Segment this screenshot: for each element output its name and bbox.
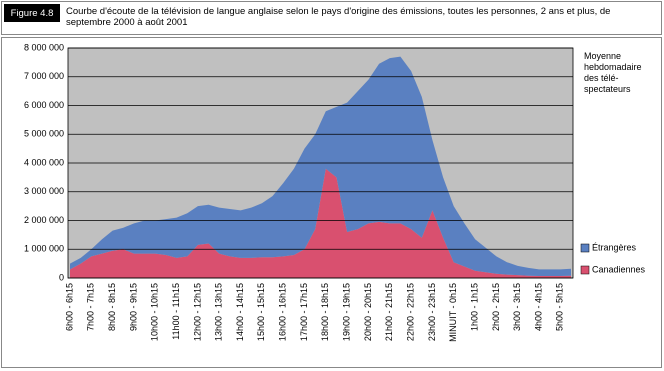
y-tick-label: 0 — [59, 272, 64, 282]
legend-swatch — [580, 243, 590, 253]
y-tick-label: 2 000 000 — [24, 215, 64, 225]
legend-label: Canadiennes — [592, 264, 646, 274]
y-tick-label: 8 000 000 — [24, 42, 64, 52]
x-tick-label: 16h00 - 16h15 — [278, 283, 288, 341]
y-tick-label: 6 000 000 — [24, 100, 64, 110]
area — [70, 168, 571, 278]
y-tick-label: 7 000 000 — [24, 71, 64, 81]
x-tick-label: 7h00 - 7h15 — [86, 283, 96, 331]
x-tick-label: 22h00 - 22h15 — [405, 283, 415, 341]
legend-label: Étrangères — [592, 242, 637, 252]
x-tick-label: 10h00 - 10h15 — [150, 283, 160, 341]
y-tick-label: 4 000 000 — [24, 157, 64, 167]
x-tick-label: 6h00 - 6h15 — [64, 283, 74, 331]
header-box — [1, 1, 662, 35]
x-tick-label: 9h00 - 9h15 — [128, 283, 138, 331]
x-tick-label: 4h00 - 4h15 — [533, 283, 543, 331]
figure-label-box — [4, 4, 60, 22]
plot-frame — [67, 47, 574, 279]
y-tick-label: 5 000 000 — [24, 129, 64, 139]
x-tick-label: 23h00 - 23h15 — [427, 283, 437, 341]
x-tick-label: 2h00 - 2h15 — [491, 283, 501, 331]
x-tick-label: 21h00 - 21h15 — [384, 283, 394, 341]
area — [70, 56, 571, 276]
x-tick-label: 14h00 - 14h15 — [235, 283, 245, 341]
figure-label: Figure 4.8 — [11, 8, 54, 19]
x-tick-label: 15h00 - 15h15 — [256, 283, 266, 341]
x-tick-label: 13h00 - 13h15 — [214, 283, 224, 341]
x-tick-label: 20h00 - 20h15 — [363, 283, 373, 341]
x-tick-label: 17h00 - 17h15 — [299, 283, 309, 341]
legend-swatch — [580, 265, 590, 275]
x-tick-label: 19h00 - 19h15 — [342, 283, 352, 341]
x-tick-label: 5h00 - 5h15 — [555, 283, 565, 331]
legend-title: Moyenne hebdomadaire des télé-spectateur… — [584, 51, 642, 94]
x-tick-label: 12h00 - 12h15 — [192, 283, 202, 341]
x-tick-label: MINUIT - 0h15 — [448, 283, 458, 342]
y-tick-label: 1 000 000 — [24, 244, 64, 254]
x-tick-label: 18h00 - 18h15 — [320, 283, 330, 341]
chart-title: Courbe d'écoute de la télévision de lang… — [66, 6, 611, 28]
x-tick-label: 1h00 - 1h15 — [469, 283, 479, 331]
x-tick-label: 8h00 - 8h15 — [107, 283, 117, 331]
y-tick-label: 3 000 000 — [24, 186, 64, 196]
x-tick-label: 3h00 - 3h15 — [512, 283, 522, 331]
x-tick-label: 11h00 - 11h15 — [171, 283, 181, 340]
